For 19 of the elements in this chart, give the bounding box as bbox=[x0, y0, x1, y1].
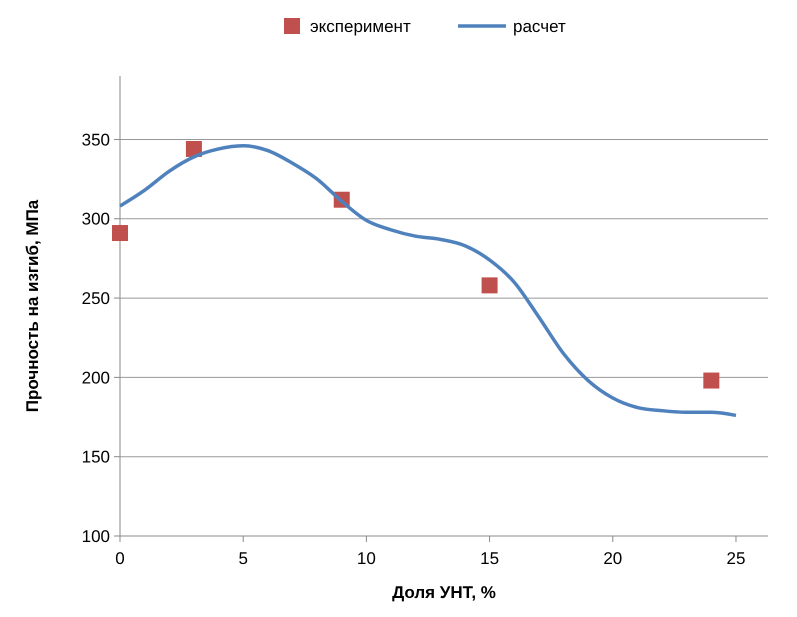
y-axis-title: Прочность на изгиб, МПа bbox=[23, 199, 42, 412]
y-tick-label: 150 bbox=[82, 448, 110, 467]
y-tick-label: 250 bbox=[82, 289, 110, 308]
x-tick-label: 0 bbox=[115, 549, 125, 568]
x-axis-title: Доля УНТ, % bbox=[392, 583, 496, 602]
y-tick-label: 200 bbox=[82, 368, 110, 388]
legend-label: расчет bbox=[513, 16, 566, 36]
point bbox=[112, 225, 128, 242]
x-tick-label: 10 bbox=[356, 549, 376, 568]
point bbox=[703, 372, 720, 389]
y-tick-label: 350 bbox=[82, 130, 110, 150]
x-tick-label: 25 bbox=[726, 549, 746, 568]
point bbox=[482, 277, 498, 294]
legend-label: эксперимент bbox=[310, 16, 411, 36]
x-tick-label: 15 bbox=[480, 549, 500, 568]
x-tick-label: 20 bbox=[603, 549, 622, 568]
x-tick-label: 5 bbox=[238, 549, 248, 568]
y-tick-label: 300 bbox=[82, 210, 110, 229]
y-tick-label: 100 bbox=[82, 526, 110, 546]
